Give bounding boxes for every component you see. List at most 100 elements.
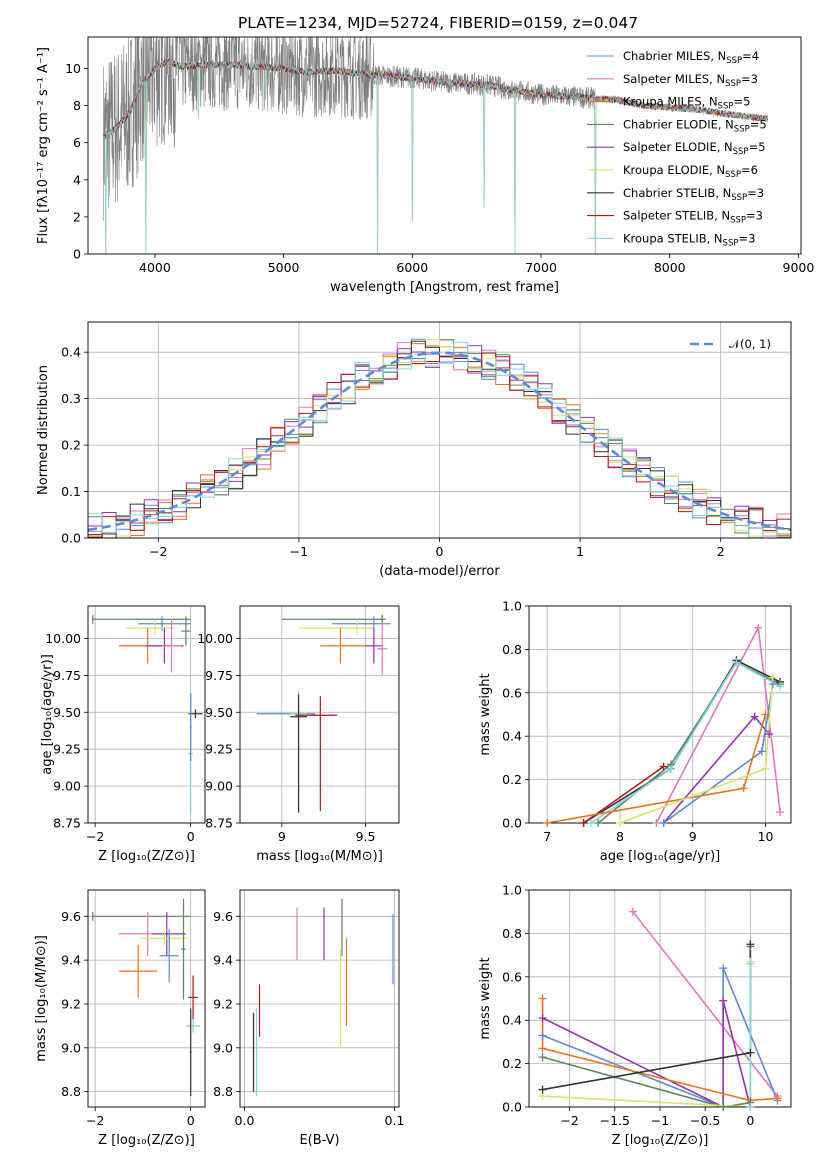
weight-marker-red — [579, 819, 588, 827]
y-tick-label: 0.6 — [502, 685, 522, 700]
y-tick-label: 9.6 — [61, 909, 81, 924]
x-tick-label: 0.1 — [385, 1113, 405, 1128]
legend-label: Chabrier MILES, N — [623, 49, 726, 63]
weight-marker-purple — [538, 1014, 547, 1023]
x-tick-label: 0 — [436, 544, 444, 559]
y-tick-label: 9.50 — [205, 705, 233, 720]
weight-marker-black — [746, 940, 755, 949]
y-tick-label: 4 — [73, 172, 81, 187]
weight-line-green — [542, 946, 752, 1107]
y-tick-label: 9.75 — [205, 668, 233, 683]
weight-marker-blue — [719, 964, 728, 973]
weight-line-pink — [632, 911, 779, 1097]
x-tick-label: 0 — [746, 1113, 754, 1128]
weight_vs_age-chart: 7 8 9 10 0.0 0.2 0.4 0.6 0.8 1.0 age [log₁₀(age/yr… — [478, 599, 792, 864]
legend-suffix: =6 — [741, 163, 758, 177]
legend-entry: 𝒩(0, 1) — [729, 337, 771, 351]
weight-marker-blue — [757, 747, 766, 756]
grid — [240, 606, 399, 824]
y-tick-label: 0.0 — [502, 1100, 522, 1115]
legend-entry: Kroupa MILES, NSSP=5 — [623, 95, 750, 112]
y-tick-label: 1.0 — [502, 883, 522, 898]
weight-marker-orange — [538, 994, 547, 1003]
x-tick-label: 0 — [187, 829, 195, 844]
weight-marker-blue — [659, 819, 668, 827]
model-line-cyan — [103, 59, 768, 254]
plot-area — [256, 614, 391, 813]
legend-suffix: =5 — [749, 140, 766, 154]
y-tick-label: 0.6 — [502, 969, 522, 984]
axes-frame — [87, 889, 206, 1108]
legend-sub: SSP — [731, 193, 747, 203]
weight-marker-pink — [776, 808, 785, 817]
hist-step-red — [88, 352, 791, 538]
x-axis-label: Z [log₁₀(Z/Z⊙)] — [612, 1133, 709, 1148]
legend-label: Salpeter MILES, N — [623, 72, 725, 86]
y-tick-label: 8.8 — [61, 1084, 81, 1099]
mass_vs_Z-chart: −2 0 8.8 9.0 9.2 9.4 9.6 Z [log₁₀(Z/Z⊙)] mass [l… — [34, 889, 206, 1148]
legend-label: Kroupa MILES, N — [623, 95, 718, 109]
weight-marker-black — [746, 1048, 755, 1057]
x-tick-label: 7 — [543, 829, 551, 844]
weight-marker-blue — [538, 1031, 547, 1040]
legend-sub: SSP — [726, 56, 742, 66]
weight-line-lime — [619, 677, 774, 823]
y-tick-label: 9.00 — [205, 779, 233, 794]
y-tick-label: 9.2 — [61, 996, 81, 1011]
y-tick-label: 0.2 — [61, 438, 81, 453]
weight-marker-pink — [754, 623, 763, 632]
y-tick-label: 9.6 — [213, 909, 233, 924]
y-tick-label: 9.4 — [61, 953, 81, 968]
y-tick-label: 9.2 — [213, 996, 233, 1011]
legend-entry: Salpeter STELIB, NSSP=3 — [623, 209, 763, 226]
y-tick-label: 0.8 — [502, 926, 522, 941]
chart-title: PLATE=1234, MJD=52724, FIBERID=0159, z=0… — [238, 14, 638, 32]
legend-label: Salpeter STELIB, N — [623, 209, 730, 223]
weight-marker-lime — [615, 819, 624, 827]
x-tick-label: 7000 — [525, 260, 557, 275]
x-axis-label: (data-model)/error — [379, 564, 500, 579]
legend-suffix: =5 — [750, 117, 767, 131]
x-tick-label: 4000 — [139, 260, 171, 275]
weight-marker-purple — [719, 996, 728, 1005]
mass_vs_ebv-chart: 0.0 0.1 8.8 9.0 9.2 9.4 9.6 E(B-V) — [213, 889, 405, 1148]
legend-entry: Salpeter ELODIE, NSSP=5 — [623, 140, 766, 157]
legend-label: Kroupa ELODIE, N — [623, 163, 725, 177]
legend-sub: SSP — [725, 170, 741, 180]
y-tick-label: 9.25 — [53, 742, 81, 757]
y-axis-label: Normed distribution — [36, 365, 51, 495]
legend-label: Chabrier ELODIE, N — [623, 117, 734, 131]
y-tick-label: 0 — [73, 247, 81, 262]
weight-marker-green — [538, 1053, 547, 1062]
y-tick-label: 0.8 — [502, 642, 522, 657]
legend-suffix: =4 — [742, 49, 759, 63]
x-axis-label: wavelength [Angstrom, rest frame] — [330, 280, 559, 295]
weight-marker-cyan — [666, 764, 675, 773]
y-axis-label: mass [log₁₀(M/M⊙)] — [34, 935, 49, 1062]
y-tick-label: 1.0 — [502, 599, 522, 614]
axes-frame — [239, 605, 400, 824]
weight-marker-orange — [739, 784, 748, 793]
weight-marker-lime — [761, 764, 770, 773]
x-tick-label: −2 — [560, 1113, 578, 1128]
legend-label: Salpeter ELODIE, N — [623, 140, 733, 154]
legend-label: Chabrier STELIB, N — [623, 186, 731, 200]
weight-marker-green — [594, 819, 603, 827]
y-tick-label: 9.0 — [61, 1040, 81, 1055]
y-axis-label: mass weight — [478, 673, 493, 755]
weight_vs_Z-chart: −2 −1.5 −1 −0.5 0 0.0 0.2 0.4 0.6 0.8 1.0 Z [log₁₀(… — [478, 883, 792, 1148]
legend-label: Kroupa STELIB, N — [623, 231, 723, 245]
y-tick-label: 9.25 — [205, 742, 233, 757]
x-tick-label: 5000 — [268, 260, 300, 275]
legend-suffix: =3 — [747, 186, 764, 200]
axes-frame — [87, 321, 792, 539]
age_vs_Z-chart: −2 0 8.75 9.00 9.25 9.50 9.75 10.00 Z [log₁₀(Z/Z… — [40, 605, 206, 864]
x-tick-label: 2 — [717, 544, 725, 559]
y-tick-label: 10.00 — [197, 631, 233, 646]
x-tick-label: 9.5 — [356, 829, 376, 844]
weight-line-purple — [662, 715, 770, 823]
weight-marker-pink — [652, 819, 661, 827]
grid — [529, 605, 791, 824]
